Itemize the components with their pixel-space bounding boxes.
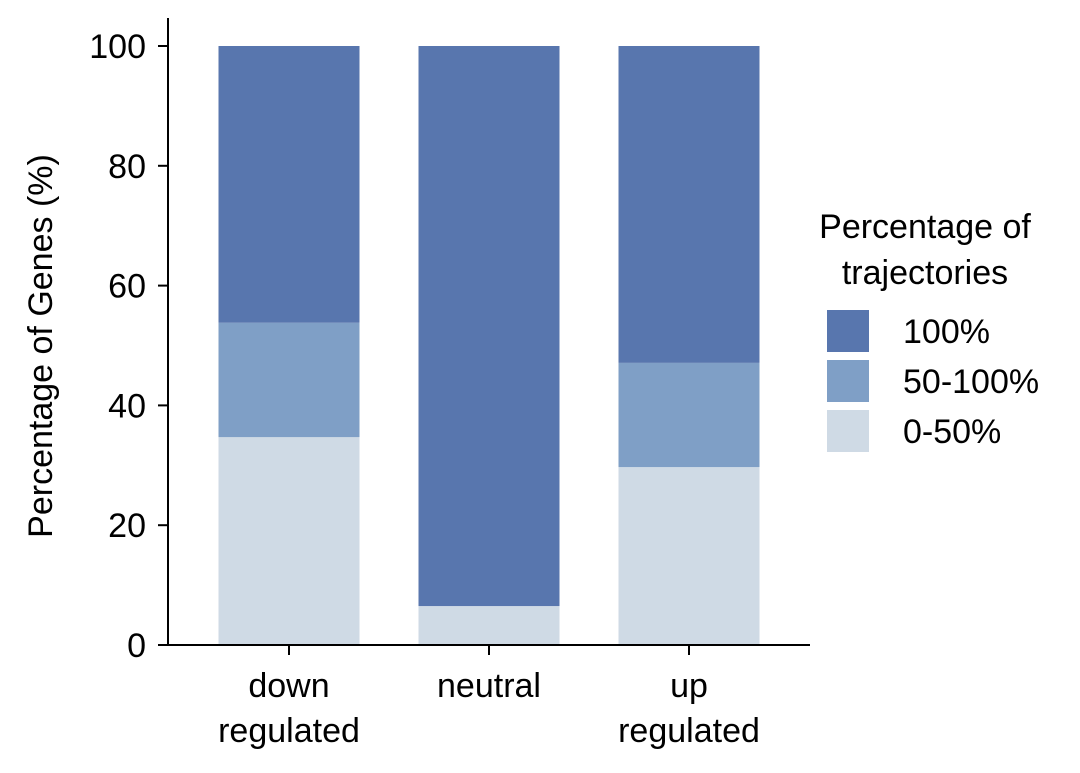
x-category-label: up — [670, 667, 708, 705]
bar-down-regulated-0-50% — [218, 437, 360, 645]
y-tick-label: 60 — [108, 268, 146, 306]
legend-label: 50-100% — [903, 363, 1039, 401]
x-category-labels: down regulated neutral up regulated — [218, 645, 760, 750]
bar-up-regulated-50-100% — [618, 362, 760, 468]
legend-swatch — [827, 310, 869, 352]
x-category-label: down — [248, 667, 329, 705]
bar-neutral-0-50% — [418, 606, 560, 645]
y-tick-label: 40 — [108, 387, 146, 425]
legend: Percentage of trajectories 100% 50-100% 0-50… — [819, 208, 1039, 452]
y-tick-label: 100 — [89, 28, 146, 66]
legend-label: 0-50% — [903, 413, 1001, 451]
legend-label: 100% — [903, 313, 990, 351]
y-tick-label: 0 — [127, 627, 146, 665]
legend-swatch — [827, 410, 869, 452]
x-category-label: regulated — [218, 712, 360, 750]
legend-title: trajectories — [842, 254, 1008, 292]
legend-title: Percentage of — [819, 208, 1031, 246]
bar-down-regulated-50-100% — [218, 322, 360, 438]
x-category-label: regulated — [618, 712, 760, 750]
bar-down-regulated-100% — [218, 46, 360, 323]
bars-layer — [218, 46, 760, 645]
x-category-label: neutral — [437, 667, 541, 705]
y-axis-title: Percentage of Genes (%) — [22, 154, 60, 538]
y-ticks: 0 20 40 60 80 100 — [89, 28, 168, 665]
legend-swatch — [827, 360, 869, 402]
bar-up-regulated-0-50% — [618, 467, 760, 645]
bar-up-regulated-100% — [618, 46, 760, 363]
bar-neutral-100% — [418, 46, 560, 607]
y-tick-label: 80 — [108, 148, 146, 186]
y-tick-label: 20 — [108, 507, 146, 545]
